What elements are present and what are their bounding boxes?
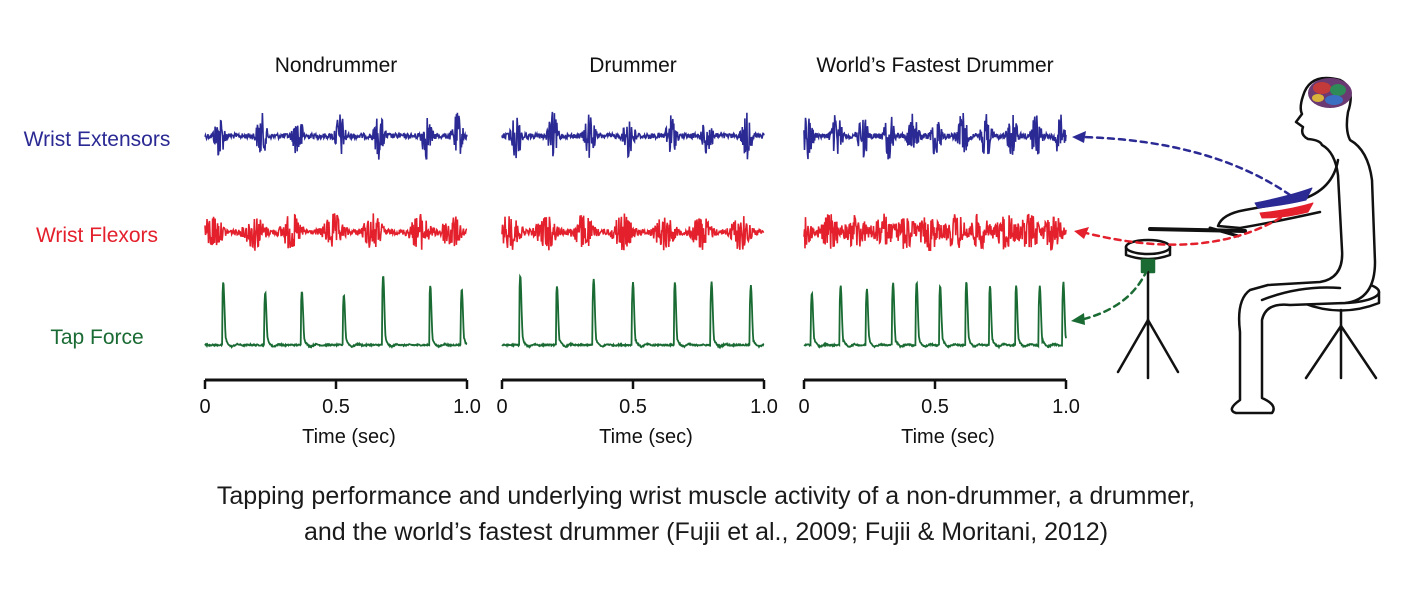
row-label-wrist-extensors: Wrist Extensors <box>24 128 171 151</box>
tap-force-trace <box>501 273 765 350</box>
flexor-emg-trace <box>204 213 468 251</box>
flexor-emg-trace <box>501 213 765 251</box>
x-tick-label: 0.5 <box>322 396 350 418</box>
row-labels: Wrist Extensors Wrist Flexors Tap Force <box>24 128 171 349</box>
drum-stand-icon <box>1116 238 1180 380</box>
x-tick-label: 1.0 <box>453 396 481 418</box>
arm-outline <box>1216 158 1340 230</box>
x-tick-label: 0 <box>496 396 507 418</box>
x-tick-label: 1.0 <box>1052 396 1080 418</box>
brain-icon <box>1308 78 1352 108</box>
figure-svg: Wrist Extensors Wrist Flexors Tap Force No… <box>24 54 1381 448</box>
x-axis-title: Time (sec) <box>302 426 396 448</box>
extensor-emg-trace <box>803 112 1067 160</box>
signal-arrows <box>1078 135 1292 322</box>
x-tick-label: 0.5 <box>619 396 647 418</box>
row-label-tap-force: Tap Force <box>50 326 143 349</box>
body-outline <box>1230 76 1377 415</box>
tap-force-trace <box>204 275 468 349</box>
extensor-emg-trace <box>204 112 468 160</box>
x-tick-label: 0.5 <box>921 396 949 418</box>
panel-title: Drummer <box>589 54 677 77</box>
caption-line-1: Tapping performance and underlying wrist… <box>216 482 1196 510</box>
x-tick-label: 1.0 <box>750 396 778 418</box>
flexor-emg-trace <box>803 213 1067 252</box>
extensor-emg-trace <box>501 111 765 160</box>
figure-caption: Tapping performance and underlying wrist… <box>0 478 1412 550</box>
x-tick-label: 0 <box>798 396 809 418</box>
seated-drummer-with-brain-icon <box>1071 76 1381 415</box>
x-tick-label: 0 <box>199 396 210 418</box>
panel-1: Nondrummer 0 0.5 1.0 Time (sec) <box>199 54 480 448</box>
panel-3: World’s Fastest Drummer 0 0.5 1.0 Time (sec) <box>798 54 1079 448</box>
chart-panels: Nondrummer 0 0.5 1.0 Time (sec) Drummer 0 0.5 1.… <box>199 54 1079 448</box>
panel-title: Nondrummer <box>275 54 398 77</box>
panel-2: Drummer 0 0.5 1.0 Time (sec) <box>496 54 777 448</box>
tap-force-trace <box>803 280 1067 350</box>
panel-title: World’s Fastest Drummer <box>816 54 1053 77</box>
x-axis-title: Time (sec) <box>599 426 693 448</box>
caption-line-2: and the world’s fastest drummer (Fujii e… <box>303 518 1109 546</box>
x-axis-title: Time (sec) <box>901 426 995 448</box>
row-label-wrist-flexors: Wrist Flexors <box>36 224 158 247</box>
